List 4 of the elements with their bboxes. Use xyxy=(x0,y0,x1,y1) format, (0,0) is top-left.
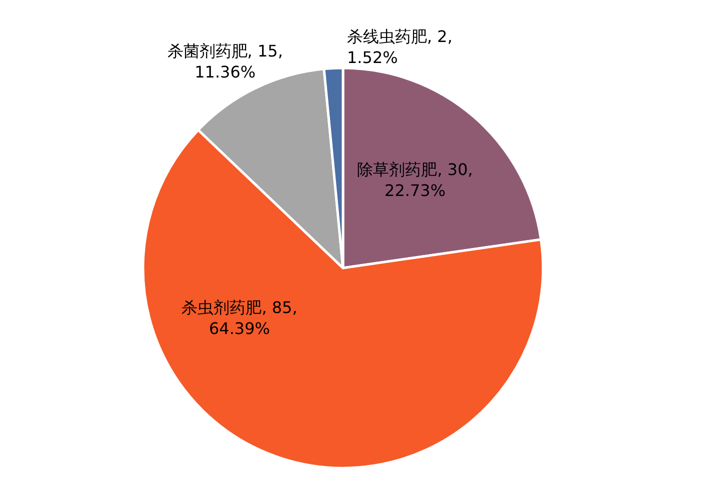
slice-label: 除草剂药肥, 30, 22.73% xyxy=(357,160,473,200)
slice-label: 杀虫剂药肥, 85, 64.39% xyxy=(182,298,298,338)
slice-label: 杀线虫药肥, 2, 1.52% xyxy=(347,27,452,67)
slice-label: 杀菌剂药肥, 15, 11.36% xyxy=(167,42,283,82)
